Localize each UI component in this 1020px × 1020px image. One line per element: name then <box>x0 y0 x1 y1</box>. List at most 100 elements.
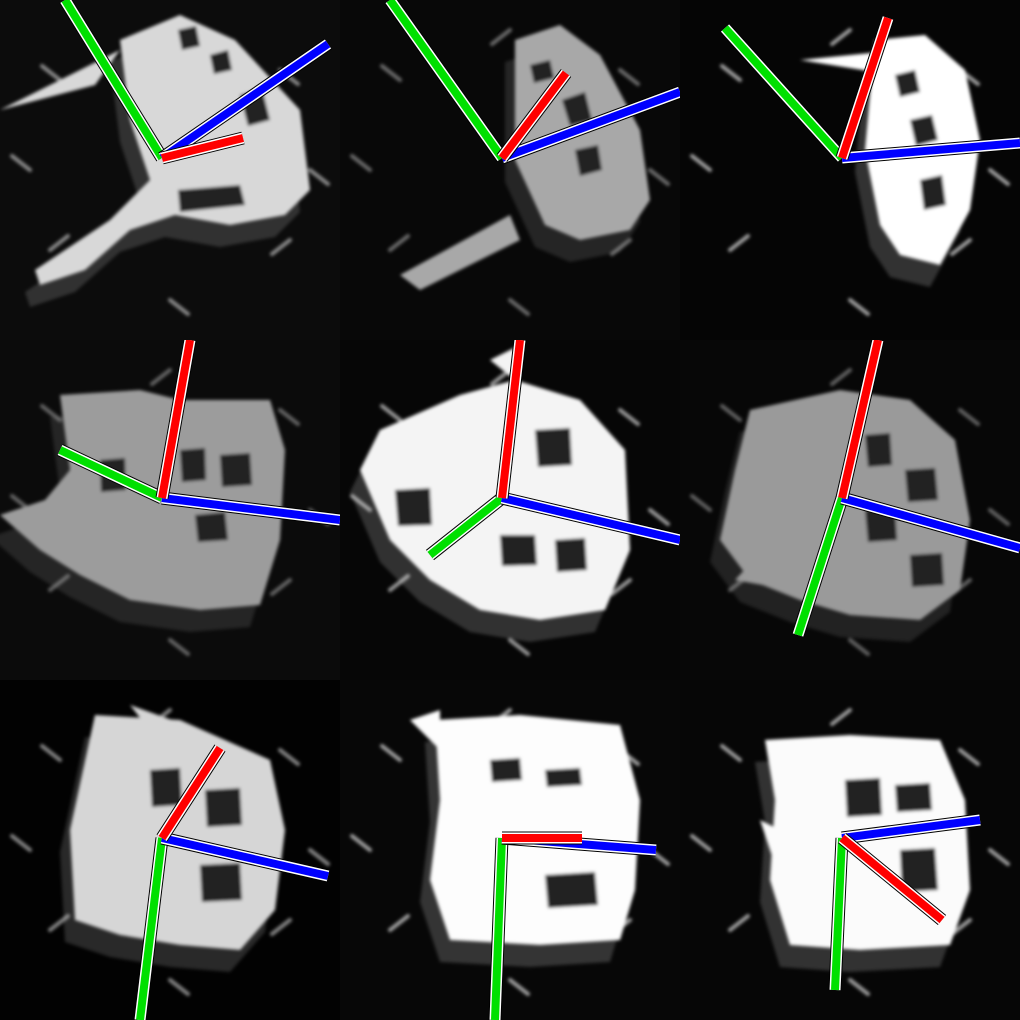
antenna-spoke <box>48 234 70 252</box>
z-axis-line <box>161 491 340 527</box>
satellite-body-group <box>10 705 330 996</box>
y-axis-line <box>57 444 165 504</box>
antenna-spoke <box>988 508 1010 526</box>
antenna-spoke <box>380 404 402 422</box>
satellite-window <box>395 488 432 526</box>
x-axis-line <box>156 744 226 842</box>
x-axis-line <box>495 340 527 499</box>
x-axis-line <box>835 340 885 500</box>
y-axis-line <box>384 0 508 162</box>
antenna-spoke <box>848 978 870 996</box>
satellite-window <box>905 468 938 502</box>
y-axis-line <box>488 837 509 1020</box>
antenna-spoke <box>508 978 530 996</box>
satellite-window <box>490 758 522 782</box>
satellite-window <box>220 453 252 487</box>
y-axis-line <box>828 837 849 991</box>
pose-panel-r1-c0 <box>0 340 340 680</box>
satellite-boom <box>735 515 795 590</box>
antenna-spoke <box>350 154 372 172</box>
satellite-window <box>910 553 944 587</box>
satellite-boom <box>800 52 880 72</box>
satellite-window <box>180 448 206 482</box>
antenna-spoke <box>848 298 870 316</box>
z-axis-line <box>499 85 680 165</box>
antenna-spoke <box>950 238 972 256</box>
satellite-window <box>195 512 228 542</box>
antenna-spoke <box>490 28 512 46</box>
pose-panel-r0-c1 <box>340 0 680 340</box>
satellite-window <box>205 788 242 827</box>
satellite-render <box>690 15 1020 316</box>
satellite-render <box>690 340 1020 656</box>
z-axis-line <box>841 813 981 845</box>
satellite-window <box>575 145 602 176</box>
antenna-spoke <box>848 638 870 656</box>
antenna-spoke <box>150 368 172 386</box>
antenna-spoke <box>618 408 640 426</box>
antenna-spoke <box>720 404 742 422</box>
satellite-body-group <box>690 368 1010 656</box>
antenna-spoke <box>958 748 980 766</box>
antenna-spoke <box>10 834 32 852</box>
antenna-spoke <box>988 168 1010 186</box>
satellite-window <box>545 768 582 787</box>
y-axis-line <box>59 0 168 162</box>
satellite-body-group <box>350 25 670 316</box>
satellite-body <box>0 390 285 610</box>
satellite-window <box>530 60 554 83</box>
antenna-spoke <box>270 238 292 256</box>
pose-panel-r0-c0 <box>0 0 340 340</box>
antenna-spoke <box>270 578 292 596</box>
satellite-body <box>430 715 640 945</box>
antenna-spoke <box>720 64 742 82</box>
antenna-spoke <box>728 914 750 932</box>
pose-panel-r2-c1 <box>340 680 680 1020</box>
satellite-window <box>910 115 938 146</box>
antenna-spoke <box>830 28 852 46</box>
antenna-spoke <box>40 64 62 82</box>
y-axis-line <box>133 837 169 1020</box>
z-axis-line <box>158 38 332 164</box>
satellite-window <box>150 768 182 807</box>
antenna-spoke <box>388 914 410 932</box>
antenna-spoke <box>728 234 750 252</box>
antenna-spoke <box>380 64 402 82</box>
antenna-spoke <box>958 408 980 426</box>
pose-panel-r1-c1 <box>340 340 680 680</box>
antenna-spoke <box>690 154 712 172</box>
satellite-render <box>350 0 680 316</box>
satellite-render <box>350 708 670 1020</box>
satellite-window <box>562 92 592 126</box>
antenna-spoke <box>168 978 190 996</box>
satellite-window <box>865 433 892 467</box>
z-axis-line <box>500 491 680 547</box>
antenna-spoke <box>168 298 190 316</box>
x-axis-line <box>155 340 197 500</box>
antenna-spoke <box>278 748 300 766</box>
satellite-boom <box>760 820 780 865</box>
satellite-window <box>895 783 932 812</box>
pose-panel-r2-c2 <box>680 680 1020 1020</box>
antenna-spoke <box>720 744 742 762</box>
satellite-window <box>178 185 245 212</box>
antenna-spoke <box>950 918 972 936</box>
antenna-spoke <box>830 708 852 726</box>
satellite-body-group <box>350 708 670 996</box>
antenna-spoke <box>610 578 632 596</box>
satellite-window <box>845 778 882 817</box>
satellite-boom <box>0 50 120 110</box>
antenna-spoke <box>988 848 1010 866</box>
y-axis-line <box>791 496 849 637</box>
satellite-boom <box>0 505 70 540</box>
satellite-render <box>10 705 330 1020</box>
antenna-spoke <box>350 834 372 852</box>
x-axis-line <box>835 15 895 161</box>
satellite-window <box>210 50 232 74</box>
satellite-body <box>70 715 285 950</box>
antenna-spoke <box>690 494 712 512</box>
satellite-render <box>0 340 340 656</box>
satellite-boom <box>130 705 200 750</box>
z-axis-line <box>160 831 330 883</box>
satellite-window <box>555 538 587 572</box>
